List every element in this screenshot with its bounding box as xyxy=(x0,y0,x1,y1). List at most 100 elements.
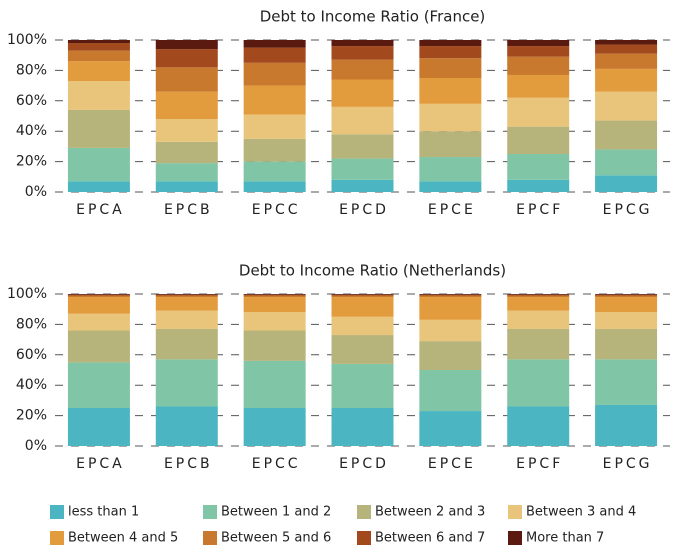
bar-segment xyxy=(331,40,394,47)
bar-segment xyxy=(419,295,482,298)
bar-segment xyxy=(155,406,218,446)
bar-segment xyxy=(331,295,394,298)
bar-segment xyxy=(243,297,306,313)
bar-segment xyxy=(331,59,394,80)
bar-segment xyxy=(595,91,658,121)
bar-segment xyxy=(155,40,218,50)
x-tick-label: EPCG xyxy=(603,456,653,472)
bar-segment xyxy=(507,294,570,296)
chart-title: Debt to Income Ratio (Netherlands) xyxy=(239,262,506,280)
bar-segment xyxy=(243,40,306,48)
y-tick-label: 20% xyxy=(16,408,47,424)
bar-segment xyxy=(595,40,658,45)
bar-segment xyxy=(507,359,570,407)
bar-segment xyxy=(243,330,306,361)
bar-segment xyxy=(155,297,218,311)
bar-segment xyxy=(595,120,658,150)
bar-segment xyxy=(419,341,482,370)
bar-segment xyxy=(419,370,482,412)
bar-segment xyxy=(419,78,482,104)
bar-segment xyxy=(331,408,394,446)
bar-segment xyxy=(419,297,482,320)
bar-segment xyxy=(155,119,218,142)
bar-segment xyxy=(155,49,218,68)
bar-segment xyxy=(155,141,218,164)
x-tick-label: EPCA xyxy=(76,456,125,472)
legend-label: Between 3 and 4 xyxy=(526,505,636,520)
bar-segment xyxy=(67,109,130,148)
y-tick-label: 100% xyxy=(7,286,47,302)
bar-segment xyxy=(507,46,570,57)
bar-segment xyxy=(507,295,570,298)
y-tick-label: 40% xyxy=(16,123,47,139)
bar-segment xyxy=(419,103,482,132)
bar-segment xyxy=(243,294,306,295)
bar-segment xyxy=(243,62,306,86)
bar-segment xyxy=(67,294,130,295)
bar-segment xyxy=(331,316,394,336)
legend-label: Between 1 and 2 xyxy=(221,505,331,520)
legend-swatch xyxy=(357,531,371,545)
bar-segment xyxy=(331,294,394,296)
bar-segment xyxy=(331,363,394,408)
legend-swatch xyxy=(50,531,64,545)
x-tick-label: EPCF xyxy=(516,202,563,218)
bar-segment xyxy=(155,328,218,360)
bar-segment xyxy=(67,40,130,44)
bar-segment xyxy=(67,362,130,408)
legend-swatch xyxy=(203,531,217,545)
y-tick-label: 0% xyxy=(25,184,47,200)
bar-segment xyxy=(67,313,130,331)
bar-segment xyxy=(419,319,482,342)
bar-segment xyxy=(595,175,658,192)
bar-segment xyxy=(419,131,482,158)
x-tick-label: EPCD xyxy=(339,202,389,218)
bar-segment xyxy=(507,154,570,180)
bar-segment xyxy=(155,163,218,182)
bar-segment xyxy=(155,91,218,120)
bar-segment xyxy=(67,181,130,192)
bar-segment xyxy=(507,126,570,154)
legend-label: less than 1 xyxy=(68,505,139,520)
bar-segment xyxy=(331,297,394,317)
bar-segment xyxy=(67,43,130,51)
x-tick-label: EPCC xyxy=(252,202,301,218)
bar-segment xyxy=(595,404,658,446)
bar-segment xyxy=(243,360,306,408)
y-tick-label: 80% xyxy=(16,316,47,332)
bar-segment xyxy=(243,114,306,139)
legend-label: Between 5 and 6 xyxy=(221,531,331,546)
y-tick-label: 20% xyxy=(16,154,47,170)
bar-segment xyxy=(331,79,394,107)
bar-segment xyxy=(243,295,306,298)
bar-segment xyxy=(243,312,306,331)
bar-segment xyxy=(67,61,130,82)
x-tick-label: EPCB xyxy=(164,202,213,218)
bar-segment xyxy=(155,67,218,92)
bar-segment xyxy=(67,297,130,314)
bar-segment xyxy=(419,46,482,59)
bar-segment xyxy=(67,294,130,296)
bar-segment xyxy=(507,297,570,311)
bar-segment xyxy=(595,53,658,69)
bar-segment xyxy=(595,294,658,295)
bar-segment xyxy=(243,161,306,182)
bar-segment xyxy=(595,149,658,176)
bar-segment xyxy=(155,310,218,329)
bar-segment xyxy=(243,85,306,115)
y-tick-label: 60% xyxy=(16,93,47,109)
bar-segment xyxy=(331,294,394,295)
legend-swatch xyxy=(508,531,522,545)
bar-segment xyxy=(67,147,130,182)
bar-segment xyxy=(243,294,306,296)
bar-segment xyxy=(419,411,482,446)
x-tick-label: EPCD xyxy=(339,456,389,472)
bar-segment xyxy=(595,44,658,54)
bar-segment xyxy=(507,328,570,360)
bar-segment xyxy=(507,56,570,75)
x-tick-label: EPCG xyxy=(603,202,653,218)
bar-segment xyxy=(67,295,130,298)
bar-segment xyxy=(331,335,394,364)
bar-segment xyxy=(595,295,658,298)
